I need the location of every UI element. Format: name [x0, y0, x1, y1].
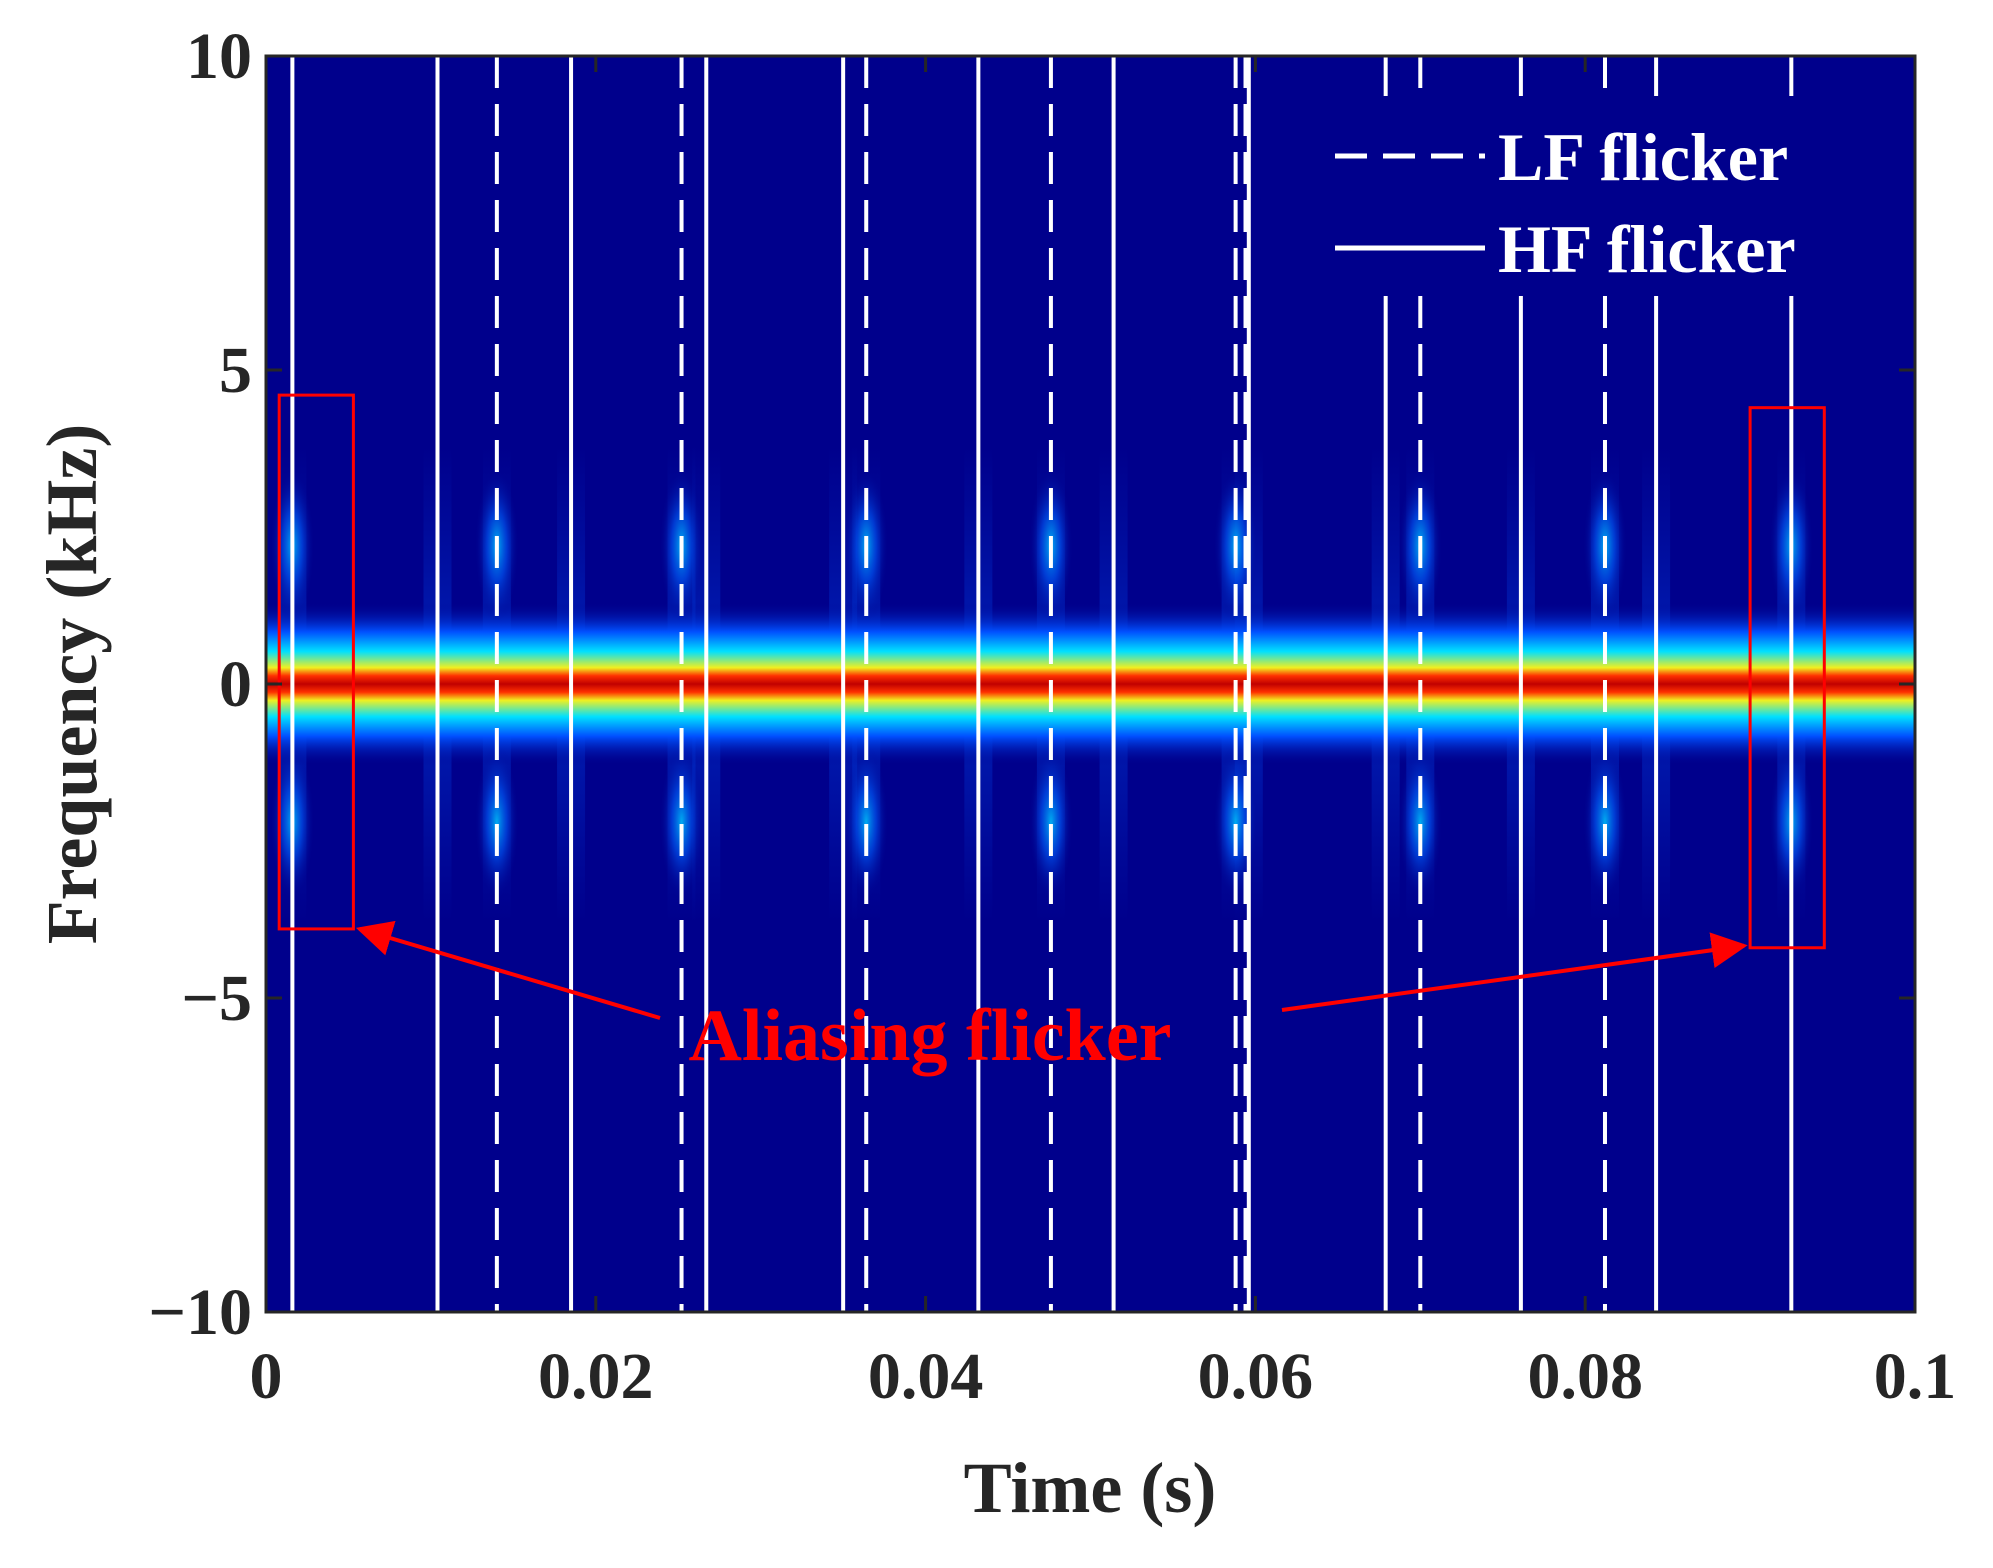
spectral-burst: [474, 744, 519, 901]
y-tick-label: 5: [219, 334, 252, 407]
y-tick-label: −10: [148, 1276, 252, 1349]
x-axis-label: Time (s): [964, 1448, 1217, 1528]
x-tick-label: 0.08: [1527, 1340, 1643, 1413]
x-tick-label: 0: [250, 1340, 283, 1413]
axis-ticks: 0 0.02 0.04 0.06 0.08 0.1 10 5 0 −5 −10: [148, 20, 1956, 1413]
main-band: [266, 602, 1915, 766]
annotation-arrow-left: [355, 920, 661, 1020]
x-tick-label: 0.06: [1198, 1340, 1314, 1413]
y-axis-label: Frequency (kHz): [32, 424, 112, 945]
legend: LF flicker HF flicker: [1305, 96, 1885, 296]
aliasing-boxes-layer: [277, 393, 1826, 950]
y-tick-label: 10: [186, 20, 252, 93]
x-tick-label: 0.04: [868, 1340, 984, 1413]
y-tick-label: −5: [181, 962, 252, 1035]
spectral-burst: [1398, 744, 1443, 901]
spectral-burst: [659, 744, 704, 901]
legend-background: [1305, 96, 1885, 296]
spectral-burst: [844, 744, 889, 901]
x-tick-label: 0.1: [1874, 1340, 1957, 1413]
spectral-burst: [1028, 744, 1073, 901]
legend-hf-label: HF flicker: [1498, 211, 1796, 287]
flicker-lines-layer: [290, 56, 1794, 1312]
spectral-burst: [1582, 744, 1627, 901]
x-tick-label: 0.02: [538, 1340, 654, 1413]
y-tick-label: 0: [219, 648, 252, 721]
annotation-arrow-right: [1281, 932, 1748, 1012]
legend-lf-label: LF flicker: [1498, 119, 1788, 195]
annotation-label: Aliasing flicker: [688, 995, 1171, 1077]
annotation: Aliasing flicker: [355, 920, 1748, 1077]
aliasing-box-2: [1748, 406, 1826, 950]
aliasing-box-1: [277, 393, 355, 931]
